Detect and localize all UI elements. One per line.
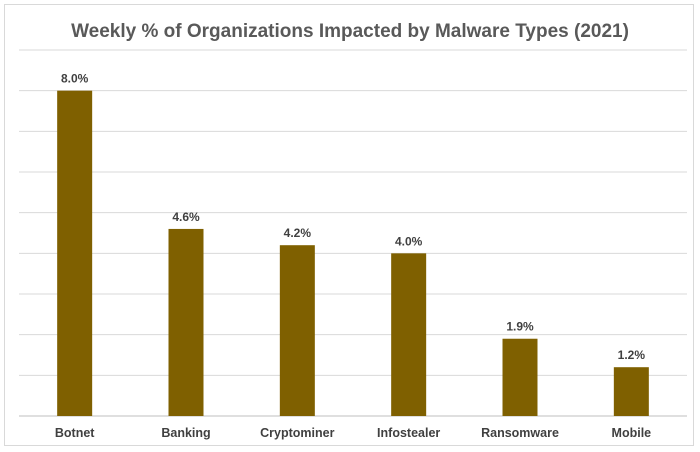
- x-tick-label-banking: Banking: [161, 426, 210, 440]
- x-tick-label-cryptominer: Cryptominer: [260, 426, 334, 440]
- bar-ransomware: [502, 338, 538, 416]
- bar-botnet: [57, 90, 93, 417]
- bars: [57, 90, 649, 417]
- data-label-mobile: 1.2%: [618, 348, 646, 362]
- x-tick-label-mobile: Mobile: [612, 426, 652, 440]
- data-labels: 8.0% 4.6% 4.2% 4.0% 1.9% 1.2%: [61, 72, 645, 363]
- data-label-banking: 4.6%: [172, 210, 200, 224]
- x-tick-label-ransomware: Ransomware: [481, 426, 559, 440]
- data-label-ransomware: 1.9%: [506, 320, 534, 334]
- data-label-cryptominer: 4.2%: [284, 226, 312, 240]
- chart-frame: Weekly % of Organizations Impacted by Ma…: [4, 4, 694, 446]
- data-label-botnet: 8.0%: [61, 72, 89, 86]
- bar-infostealer: [391, 253, 427, 416]
- chart-title: Weekly % of Organizations Impacted by Ma…: [71, 21, 629, 42]
- x-axis-tick-labels: Botnet Banking Cryptominer Infostealer Ranso…: [55, 426, 651, 440]
- data-label-infostealer: 4.0%: [395, 234, 423, 248]
- bar-banking: [168, 228, 204, 416]
- gridlines: [19, 49, 687, 417]
- bar-cryptominer: [279, 245, 315, 416]
- bar-mobile: [613, 367, 649, 416]
- x-tick-label-botnet: Botnet: [55, 426, 95, 440]
- x-tick-label-infostealer: Infostealer: [377, 426, 440, 440]
- bar-chart: Weekly % of Organizations Impacted by Ma…: [19, 21, 687, 440]
